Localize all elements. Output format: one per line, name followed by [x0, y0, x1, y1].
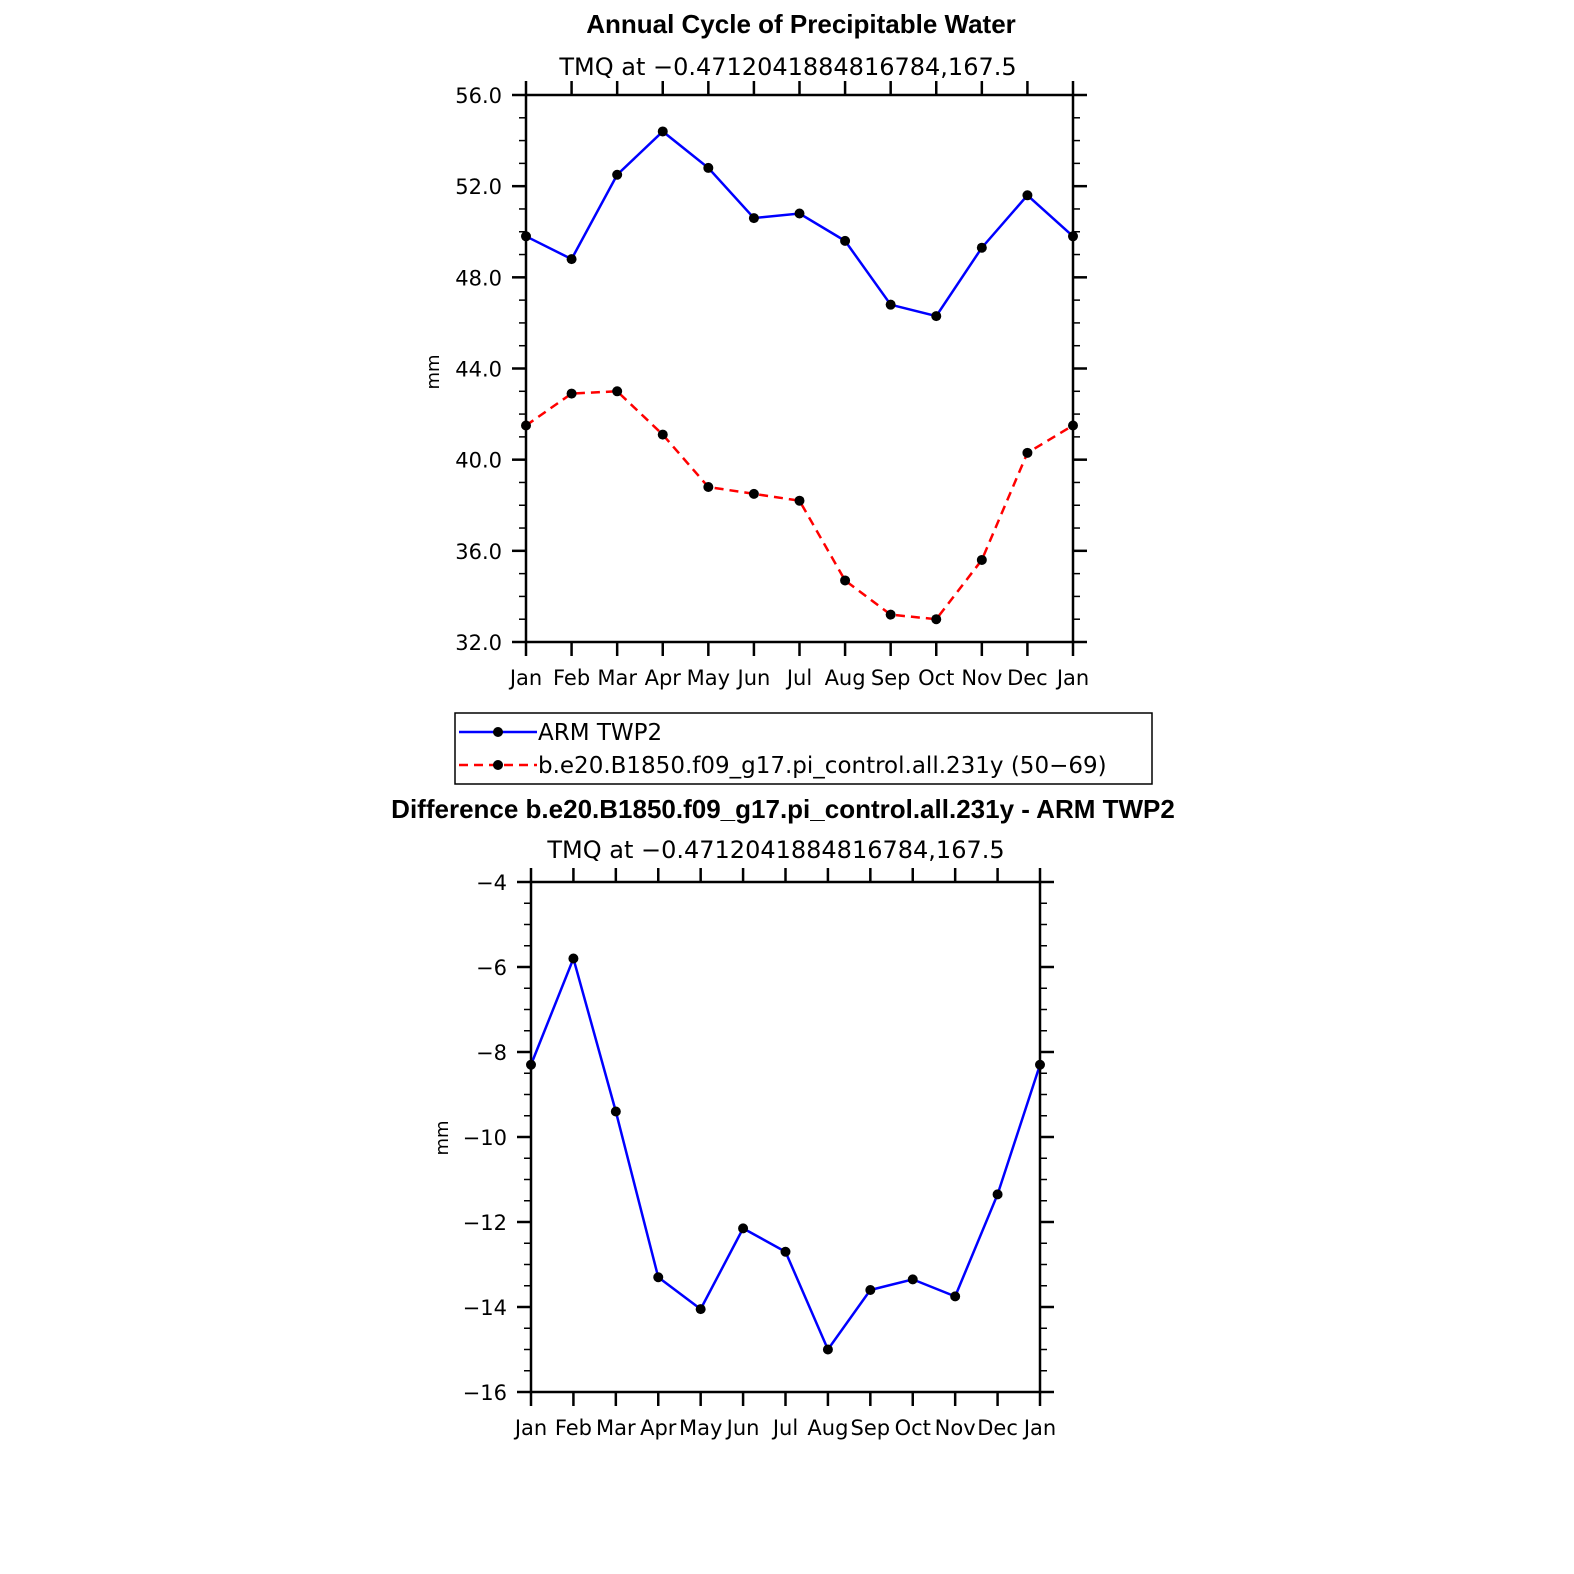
- chart1-xtick-label-0: Jan: [508, 666, 542, 690]
- chart-annual-cycle: Annual Cycle of Precipitable Water TMQ a…: [423, 9, 1089, 690]
- chart2-ticks: Jan Feb Mar Apr May Jun Jul Aug Sep Oct Nov Dec Jan−…: [463, 868, 1056, 1440]
- chart1-series-0-point-7: [840, 235, 851, 246]
- chart2-series-0-point-10: [950, 1291, 961, 1302]
- chart1-series-1-point-8: [885, 609, 896, 620]
- chart2-series-0-point-3: [653, 1272, 664, 1283]
- chart1-series-0-point-8: [885, 299, 896, 310]
- chart2-title: Difference b.e20.B1850.f09_g17.pi_contro…: [391, 794, 1175, 824]
- chart2-xtick-label-10: Nov: [935, 1416, 976, 1440]
- chart2-series-0-point-7: [822, 1344, 833, 1355]
- chart2-ytick-label-3: −10: [463, 1126, 507, 1150]
- chart2-xtick-label-2: Mar: [596, 1416, 636, 1440]
- chart2-xtick-label-9: Oct: [895, 1416, 931, 1440]
- chart2-series-line-0: [529, 954, 1042, 1353]
- legend-label-arm: ARM TWP2: [538, 720, 662, 746]
- chart1-xtick-label-11: Dec: [1007, 666, 1048, 690]
- chart1-series: [521, 126, 1078, 625]
- chart1-series-0-point-3: [657, 126, 668, 137]
- chart1-title: Annual Cycle of Precipitable Water: [586, 9, 1016, 39]
- legend-label-model: b.e20.B1850.f09_g17.pi_control.all.231y …: [538, 753, 1107, 779]
- chart2-ytick-label-1: −14: [463, 1296, 507, 1320]
- chart1-xtick-label-4: May: [687, 666, 730, 690]
- chart2-xtick-label-8: Sep: [851, 1416, 891, 1440]
- legend-item-arm: ARM TWP2: [459, 720, 662, 746]
- chart2-xtick-label-3: Apr: [640, 1416, 677, 1440]
- chart2-series-0-point-5: [738, 1223, 749, 1234]
- chart1-xtick-label-1: Feb: [553, 666, 590, 690]
- chart1-subtitle: TMQ at −0.4712041884816784,167.5: [558, 53, 1016, 81]
- chart2-ytick-label-2: −12: [463, 1211, 507, 1235]
- chart2-series-0-point-4: [695, 1304, 706, 1315]
- chart1-legend: ARM TWP2 b.e20.B1850.f09_g17.pi_control.…: [454, 712, 1153, 785]
- chart-difference: Difference b.e20.B1850.f09_g17.pi_contro…: [391, 794, 1175, 1440]
- chart1-series-0-point-6: [794, 208, 805, 219]
- chart1-series-line-0: [525, 129, 1074, 318]
- chart2-series-0-point-1: [568, 953, 579, 964]
- chart1-series-1-point-1: [566, 388, 577, 399]
- chart1-xtick-label-2: Mar: [597, 666, 637, 690]
- chart1-ytick-label-2: 40.0: [455, 449, 502, 473]
- chart1-xtick-label-7: Aug: [825, 666, 866, 690]
- chart2-ytick-label-0: −16: [463, 1381, 507, 1405]
- chart2-ytick-label-5: −6: [476, 956, 507, 980]
- legend-item-model: b.e20.B1850.f09_g17.pi_control.all.231y …: [459, 753, 1107, 779]
- chart2-subtitle: TMQ at −0.4712041884816784,167.5: [546, 836, 1004, 864]
- chart1-series-1-point-3: [657, 429, 668, 440]
- chart2-xtick-label-1: Feb: [555, 1416, 592, 1440]
- chart2-series-0-point-8: [865, 1285, 876, 1295]
- chart1-plot-frame: [524, 93, 1075, 644]
- chart1-xtick-label-12: Jan: [1055, 666, 1089, 690]
- chart1-xtick-label-9: Oct: [918, 666, 954, 690]
- chart2-xtick-label-0: Jan: [513, 1416, 547, 1440]
- chart1-series-1-point-7: [840, 575, 851, 586]
- chart1-xtick-label-3: Apr: [645, 666, 682, 690]
- chart1-series-1-point-5: [748, 488, 759, 499]
- chart1-xtick-label-6: Jul: [785, 666, 812, 690]
- chart2-series-0-point-2: [610, 1106, 621, 1117]
- chart1-series-0-point-2: [612, 169, 623, 180]
- chart1-xtick-label-8: Sep: [871, 666, 911, 690]
- chart1-series-1-point-2: [612, 386, 623, 397]
- chart2-plot-frame: [529, 880, 1042, 1394]
- chart2-ylabel: mm: [432, 1120, 453, 1155]
- chart1-ytick-label-4: 48.0: [455, 266, 502, 290]
- chart2-xtick-label-4: May: [679, 1416, 722, 1440]
- legend-box: [454, 712, 1153, 785]
- chart1-ylabel: mm: [423, 354, 444, 389]
- chart1-series-1-point-4: [703, 482, 714, 493]
- chart1-xtick-label-5: Jun: [736, 666, 771, 690]
- chart1-series-0-point-11: [1022, 190, 1033, 201]
- legend-marker-arm: [493, 727, 503, 737]
- chart2-xtick-label-5: Jun: [725, 1416, 760, 1440]
- chart1-ticks: Jan Feb Mar Apr May Jun Jul Aug Sep Oct Nov Dec Jan3…: [455, 81, 1089, 690]
- chart1-ytick-label-0: 32.0: [455, 631, 502, 655]
- chart1-ytick-label-3: 44.0: [455, 358, 502, 382]
- chart2-series-0-point-6: [780, 1246, 791, 1257]
- chart1-series-1-point-11: [1022, 447, 1033, 458]
- chart1-series-0-point-4: [703, 162, 714, 173]
- chart2-series-0-point-9: [907, 1274, 918, 1285]
- chart2-xtick-label-7: Aug: [807, 1416, 848, 1440]
- chart2-xtick-label-12: Jan: [1022, 1416, 1056, 1440]
- chart1-series-0-point-10: [976, 242, 987, 253]
- chart1-series-1-point-9: [931, 614, 942, 625]
- chart1-ytick-label-1: 36.0: [455, 540, 502, 564]
- chart2-xtick-label-11: Dec: [977, 1416, 1018, 1440]
- chart1-series-0-point-1: [566, 254, 577, 265]
- legend-marker-model: [493, 760, 503, 770]
- chart2-series: [526, 953, 1045, 1355]
- chart1-ytick-label-6: 56.0: [455, 84, 502, 108]
- chart2-ytick-label-4: −8: [476, 1041, 507, 1065]
- chart2-xtick-label-6: Jul: [771, 1416, 798, 1440]
- chart1-series-1-point-6: [794, 495, 805, 506]
- chart1-series-0-point-9: [931, 311, 942, 322]
- chart1-ytick-label-5: 52.0: [455, 175, 502, 199]
- chart2-series-0-point-11: [992, 1189, 1003, 1200]
- chart1-series-0-point-5: [748, 213, 759, 224]
- chart1-xtick-label-10: Nov: [961, 666, 1002, 690]
- chart2-ytick-label-6: −4: [476, 871, 507, 895]
- chart1-series-1-point-10: [976, 554, 987, 565]
